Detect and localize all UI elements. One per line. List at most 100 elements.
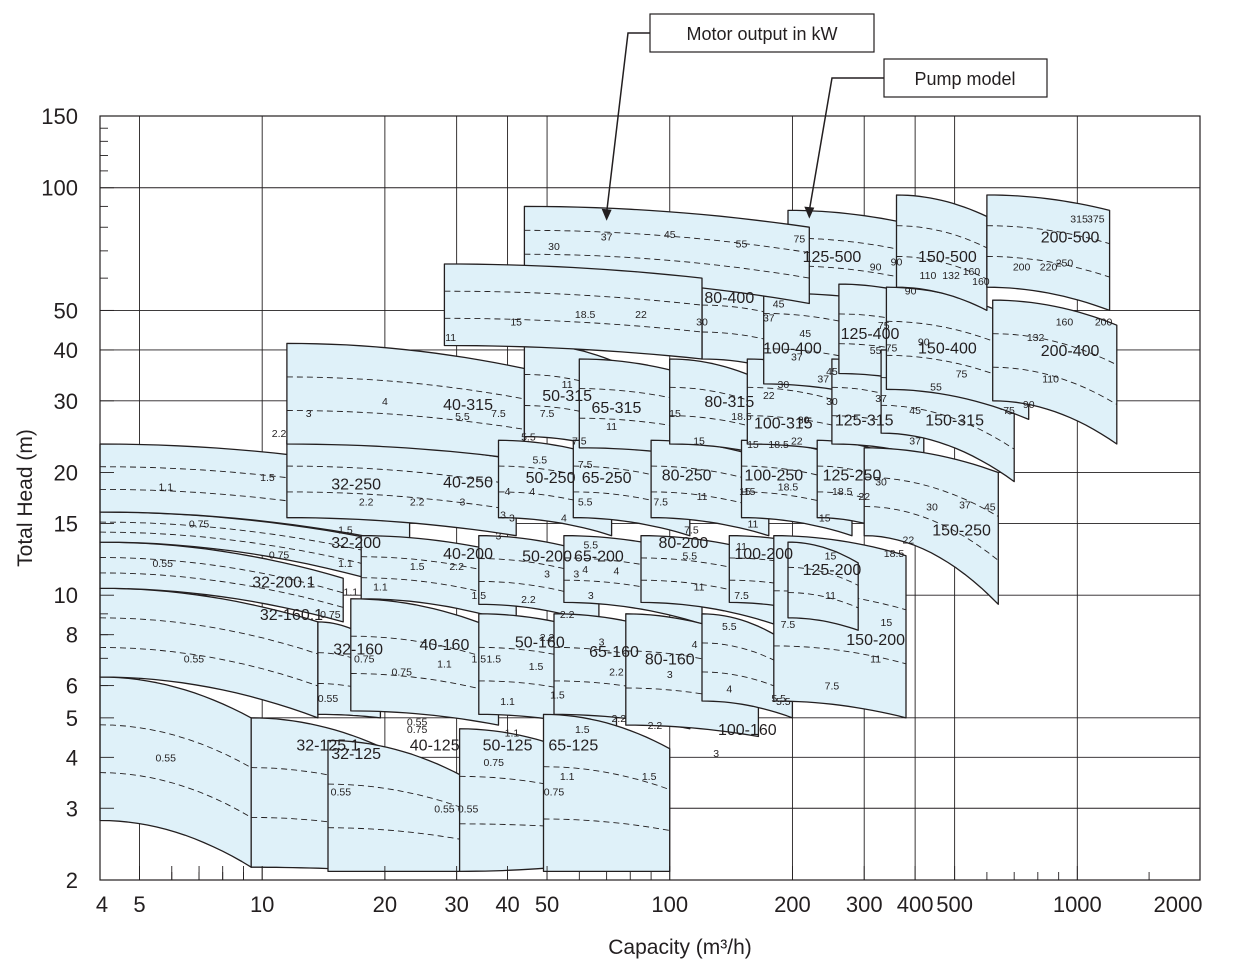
motor-kw-label: 45 — [984, 502, 996, 514]
x-tick-label: 2000 — [1154, 892, 1203, 917]
motor-kw-label: 2.2 — [560, 609, 575, 621]
motor-kw-label: 0.75 — [392, 666, 413, 678]
motor-kw-label: 7.5 — [540, 408, 555, 420]
pump-model-label: 65-125 — [548, 738, 598, 755]
tick-labels-layer: 4 5 10 20 30 40 50 100 200 300 400 500 1000 200023456… — [41, 104, 1202, 917]
motor-kw-label: 4 — [529, 486, 535, 498]
power-curve — [864, 505, 999, 561]
pump-model-label: 100-250 — [744, 467, 803, 484]
motor-kw-label: 0.75 — [484, 757, 505, 769]
motor-kw-label: 18.5 — [832, 486, 853, 498]
motor-kw-label: 22 — [903, 534, 915, 546]
pump-model-label: 32-160 — [333, 641, 383, 658]
axes-layer — [99, 115, 1201, 881]
callout-arrowhead — [804, 206, 815, 219]
motor-kw-label: 7.5 — [684, 524, 699, 536]
motor-kw-label: 55 — [870, 345, 882, 357]
motor-kw-label: 3 — [509, 513, 515, 525]
motor-kw-label: 15 — [881, 617, 893, 629]
pump-region — [701, 613, 794, 719]
pump-region — [443, 263, 703, 360]
pump-model-label: 65-250 — [582, 470, 632, 487]
motor-kw-label: 30 — [548, 241, 560, 253]
motor-kw-label: 7.5 — [825, 681, 840, 693]
motor-kw-label: 5.5 — [583, 540, 598, 552]
x-axis-title: Capacity (m³/h) — [608, 936, 752, 959]
power-curve — [327, 783, 463, 809]
y-tick-label: 50 — [54, 298, 78, 323]
motor-kw-label: 55 — [736, 238, 748, 250]
power-curve — [444, 290, 703, 306]
motor-kw-label: 75 — [794, 234, 806, 246]
motor-kw-label: 0.75 — [269, 549, 290, 561]
power-curve — [773, 645, 907, 665]
power-curve — [787, 592, 859, 609]
pump-model-label: 50-200 — [522, 549, 572, 566]
power-curve — [99, 772, 252, 818]
motor-kw-label: 1.1 — [158, 481, 173, 493]
motor-kw-label: 1.5 — [471, 653, 486, 665]
motor-kw-label: 0.55 — [434, 803, 455, 815]
power-curve — [992, 333, 1117, 366]
motor-kw-label: 250 — [1056, 258, 1074, 270]
power-curve — [986, 225, 1110, 245]
motor-kw-label: 3 — [460, 496, 466, 508]
x-tick-label: 4 — [96, 892, 108, 917]
pump-region — [99, 541, 344, 623]
pump-model-label: 40-160 — [420, 637, 470, 654]
motor-kw-label: 0.55 — [184, 653, 205, 665]
pump-model-label: 80-400 — [704, 290, 754, 307]
motor-kw-label: 0.55 — [318, 693, 339, 705]
motor-kw-label: 1.5 — [575, 724, 590, 736]
power-curve — [563, 557, 703, 579]
pump-model-label: 80-200 — [658, 535, 708, 552]
motor-kw-label: 11 — [694, 582, 705, 594]
pump-model-label: 125-250 — [823, 467, 882, 484]
pump-model-label: 100-200 — [734, 546, 793, 563]
motor-kw-label: 90 — [905, 285, 917, 297]
motor-kw-label: 0.55 — [156, 752, 177, 764]
motor-kw-label: 75 — [878, 320, 890, 332]
motor-kw-label: 3 — [306, 408, 312, 420]
power-curve — [478, 646, 617, 671]
motor-kw-label: 15 — [739, 486, 751, 498]
motor-kw-label: 1.1 — [500, 696, 515, 708]
motor-kw-label: 200 — [1013, 262, 1031, 274]
motor-kw-label: 90 — [918, 336, 930, 348]
motor-kw-label: 11 — [736, 541, 747, 553]
motor-kw-label: 5.5 — [578, 496, 593, 508]
motor-kw-label: 2.2 — [449, 561, 464, 573]
motor-kw-label: 4 — [692, 639, 698, 651]
motor-kw-label: 5.5 — [776, 696, 791, 708]
motor-kw-label: 15 — [693, 435, 705, 447]
motor-kw-label: 1.5 — [486, 653, 501, 665]
pump-model-label: 125-400 — [841, 326, 900, 343]
power-curve — [350, 635, 499, 663]
motor-kw-label: 5.5 — [521, 432, 536, 444]
motor-kw-label: 37 — [763, 313, 775, 325]
x-tick-label: 10 — [250, 892, 274, 917]
pump-region — [99, 587, 319, 719]
pump-model-label: 50-160 — [515, 634, 565, 651]
power-curve — [543, 766, 670, 791]
motor-kw-label: 5.5 — [722, 621, 737, 633]
motor-kw-label: 37 — [909, 435, 921, 447]
motor-kw-label: 2.2 — [612, 713, 627, 725]
callouts-layer: Motor output in kW Pump model — [601, 13, 1048, 221]
pump-region — [986, 194, 1111, 312]
pump-model-label: 32-200 — [331, 535, 381, 552]
motor-kw-label: 11 — [825, 590, 836, 602]
pump-model-label: 125-200 — [803, 562, 862, 579]
motor-kw-label: 2.2 — [609, 666, 624, 678]
motor-kw-label: 110 — [1042, 374, 1059, 386]
motor-kw-label: 1.5 — [338, 524, 353, 536]
motor-kw-label: 37 — [791, 352, 803, 364]
motor-kw-label: 90 — [891, 256, 903, 268]
x-tick-label: 100 — [651, 892, 688, 917]
motor-kw-label: 1.1 — [344, 587, 359, 599]
motor-kw-label: 11 — [606, 421, 617, 433]
power-curve — [787, 566, 859, 586]
x-tick-label: 50 — [535, 892, 559, 917]
pump-model-label: 100-160 — [718, 722, 777, 739]
power-curve — [327, 827, 463, 841]
